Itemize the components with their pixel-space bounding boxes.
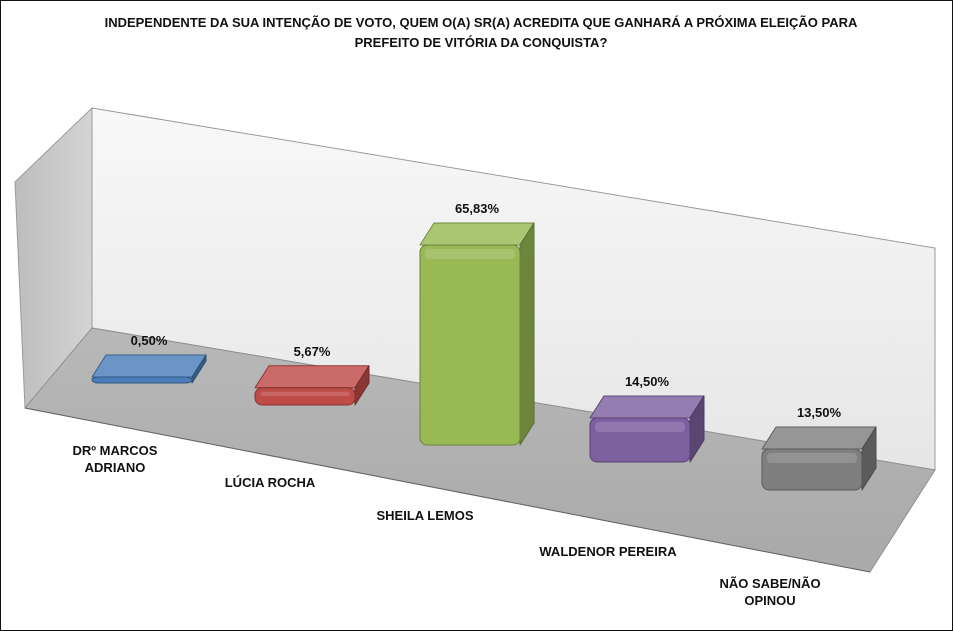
bar-side-3 [519,222,535,446]
category-label-1-line-1: DRº MARCOS [73,443,158,458]
bar-4 [589,395,705,463]
bar-2 [254,365,370,406]
bar-highlight-4 [595,421,685,432]
value-label-4: 14,50% [625,374,670,389]
value-label-2: 5,67% [294,344,331,359]
category-label-5: NÃO SABE/NÃO OPINOU [719,576,820,608]
bar-5 [761,426,877,491]
bar-top-4 [589,395,705,419]
category-label-2-line-1: LÚCIA ROCHA [225,475,316,490]
chart-title-line-1: INDEPENDENTE DA SUA INTENÇÃO DE VOTO, QU… [104,15,858,30]
bar-top-1 [91,354,207,378]
bar-top-2 [254,365,370,389]
chart-labels: 0,50% DRº MARCOS ADRIANO 5,67% LÚCIA ROCHA 65… [73,201,842,608]
bar-highlight-2 [260,391,350,397]
bar-highlight-5 [767,452,857,463]
bar-top-3 [419,222,535,246]
category-label-5-line-1: NÃO SABE/NÃO [719,576,820,591]
bar-3 [419,222,535,446]
floor-front-edge [24,407,871,573]
bar-front-4 [589,417,691,463]
category-label-1: DRº MARCOS ADRIANO [73,443,158,475]
category-label-4-line-1: WALDENOR PEREIRA [539,544,677,559]
bar-front-2 [254,387,356,406]
category-label-4: WALDENOR PEREIRA [539,544,677,559]
category-label-2: LÚCIA ROCHA [225,475,316,490]
bar-front-1 [91,376,193,384]
category-label-1-line-2: ADRIANO [85,460,146,475]
category-label-3-line-1: SHEILA LEMOS [376,508,473,523]
value-label-3: 65,83% [455,201,500,216]
bar-front-5 [761,448,863,491]
value-label-5: 13,50% [797,405,842,420]
bar-front-3 [419,244,521,446]
bar-highlight-3 [425,249,515,259]
bar-1 [91,354,207,384]
chart-title: INDEPENDENTE DA SUA INTENÇÃO DE VOTO, QU… [61,13,901,53]
category-label-5-line-2: OPINOU [744,593,795,608]
chart-title-line-2: PREFEITO DE VITÓRIA DA CONQUISTA? [354,35,608,50]
category-label-3: SHEILA LEMOS [376,508,473,523]
value-label-1: 0,50% [131,333,168,348]
chart-bars [91,222,877,491]
bar-top-5 [761,426,877,450]
